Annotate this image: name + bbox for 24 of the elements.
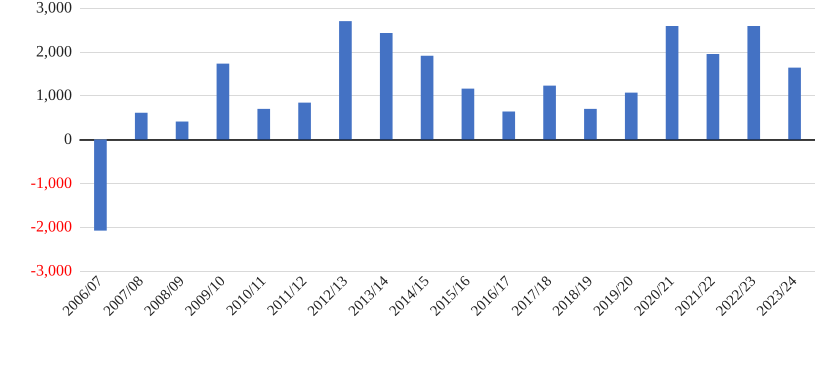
bar — [339, 21, 352, 140]
bar — [462, 88, 474, 140]
y-tick-label: -2,000 — [30, 218, 72, 236]
bar — [543, 86, 556, 140]
bar — [380, 32, 393, 140]
bar — [94, 140, 107, 231]
y-tick-label: 1,000 — [36, 87, 72, 104]
bar — [257, 108, 270, 140]
bar — [624, 92, 638, 140]
bar — [666, 26, 678, 140]
y-tick-label: 2,000 — [36, 43, 72, 60]
y-tick-label: -1,000 — [30, 174, 72, 192]
bar — [176, 122, 188, 140]
bar — [420, 56, 434, 140]
bar — [584, 108, 597, 140]
bar — [298, 102, 311, 140]
y-tick-label: 0 — [64, 131, 72, 148]
bar — [706, 54, 720, 140]
bar — [216, 64, 230, 140]
bar — [747, 26, 760, 140]
bar — [788, 68, 801, 140]
bar — [502, 111, 516, 140]
y-tick-label: 3,000 — [36, 0, 72, 16]
bar — [134, 112, 148, 140]
